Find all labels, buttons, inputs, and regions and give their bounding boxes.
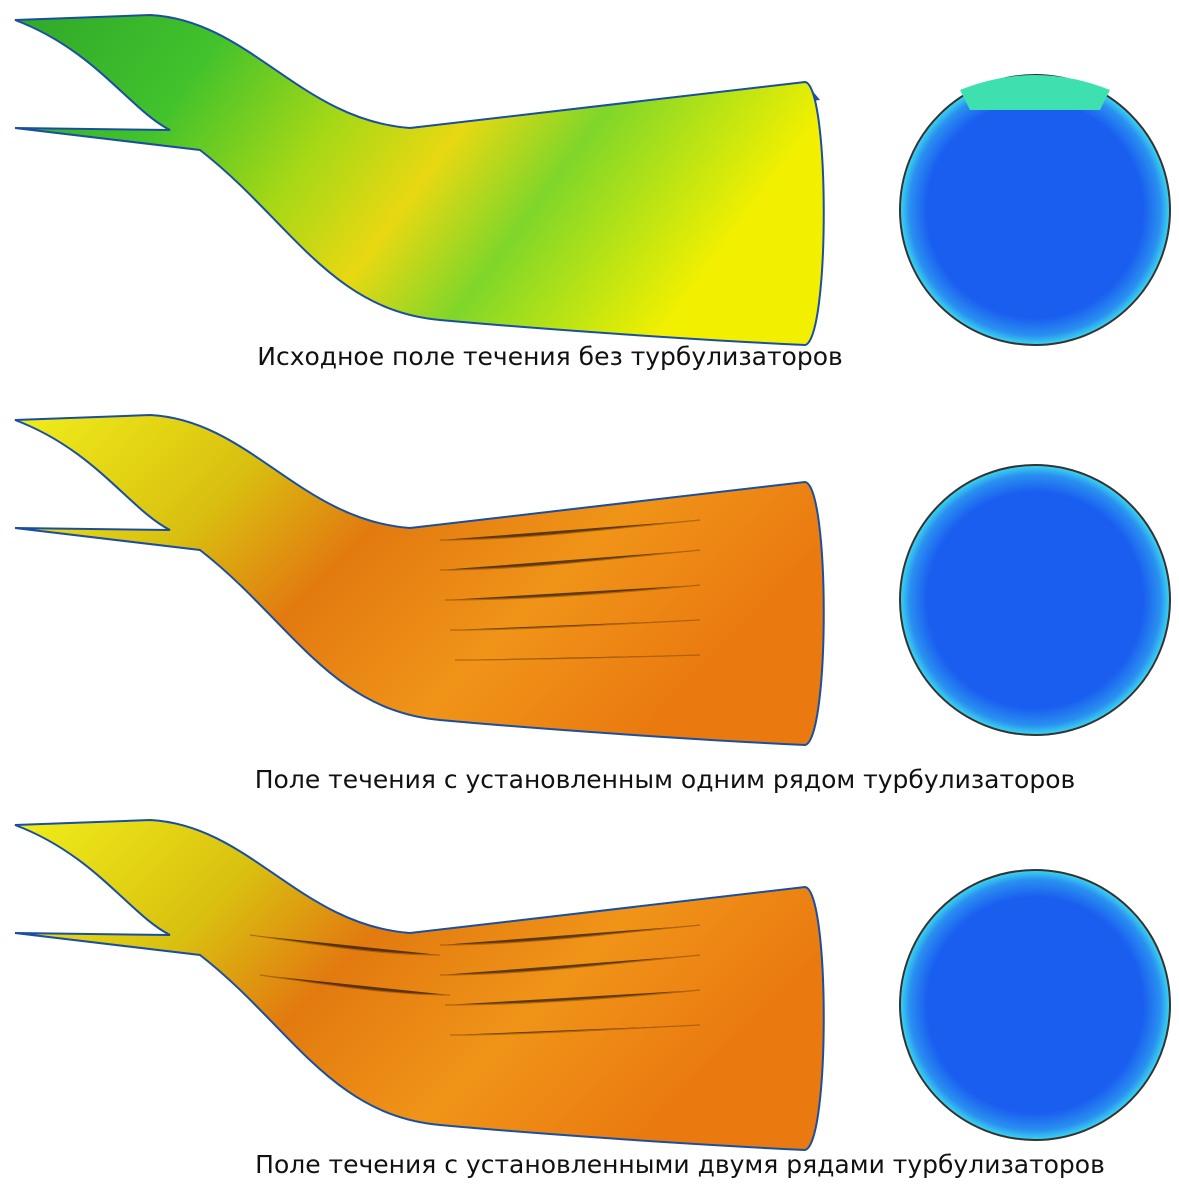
caption: Поле течения с установленным одним рядом… (255, 765, 1075, 794)
figure: Исходное поле течения без турбулизаторов… (0, 0, 1179, 1189)
cross-section-zone (960, 75, 1110, 110)
caption: Поле течения с установленными двумя ряда… (255, 1150, 1105, 1179)
panel: Поле течения с установленными двумя ряда… (15, 820, 1170, 1179)
panel: Исходное поле течения без турбулизаторов (15, 15, 1170, 371)
cross-section (900, 870, 1170, 1140)
cross-section (900, 465, 1170, 735)
duct-surface (15, 415, 824, 745)
duct-surface (15, 15, 824, 345)
caption: Исходное поле течения без турбулизаторов (257, 342, 843, 371)
panel: Поле течения с установленным одним рядом… (15, 415, 1170, 794)
duct-surface (15, 820, 824, 1150)
cross-section (900, 75, 1170, 345)
